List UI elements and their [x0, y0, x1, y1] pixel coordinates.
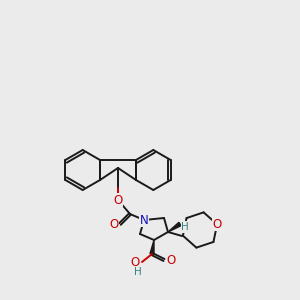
Polygon shape: [168, 222, 181, 232]
Text: H: H: [181, 222, 189, 232]
Text: O: O: [167, 254, 176, 266]
Text: O: O: [110, 218, 118, 230]
Text: H: H: [134, 267, 142, 277]
Text: O: O: [212, 218, 222, 231]
Text: N: N: [140, 214, 148, 226]
Text: O: O: [113, 194, 123, 206]
Polygon shape: [150, 240, 154, 254]
Text: O: O: [130, 256, 140, 268]
